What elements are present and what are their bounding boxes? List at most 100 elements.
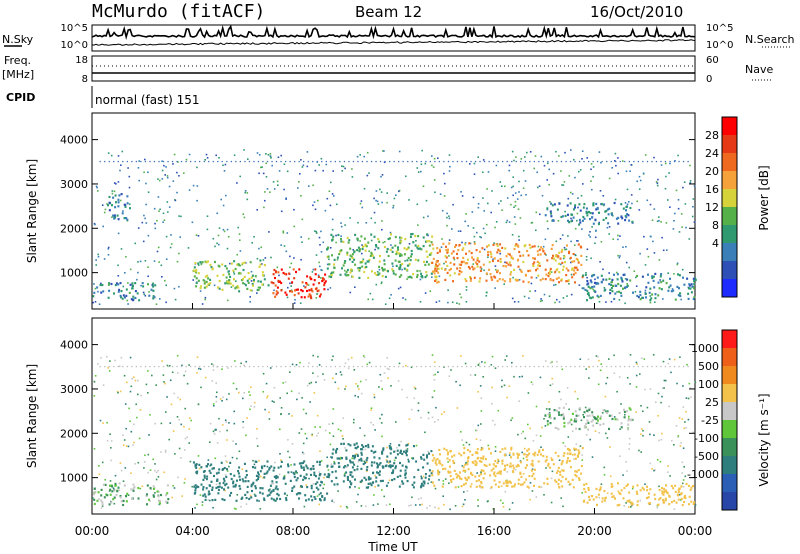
data-cell xyxy=(272,488,275,492)
data-cell xyxy=(435,263,437,266)
data-cell xyxy=(498,470,501,473)
speckle-cell xyxy=(426,507,428,509)
dot-cell xyxy=(533,365,535,368)
data-cell xyxy=(263,498,266,502)
speckle-cell xyxy=(508,221,511,223)
data-cell xyxy=(645,296,647,299)
data-cell xyxy=(589,287,592,290)
noise-left-label: N.Sky xyxy=(2,33,34,46)
speckle-cell xyxy=(329,204,332,207)
dot-cell xyxy=(194,365,196,368)
speckle-cell xyxy=(556,360,558,363)
data-cell xyxy=(431,243,434,246)
data-cell xyxy=(113,214,116,217)
data-cell xyxy=(295,479,298,482)
data-cell xyxy=(310,468,313,471)
data-cell xyxy=(270,465,273,468)
speckle-cell xyxy=(434,191,436,194)
dot-cell xyxy=(275,160,278,163)
speckle-cell xyxy=(363,187,366,190)
speckle-cell xyxy=(518,239,520,241)
speckle-cell xyxy=(318,471,321,473)
data-cell xyxy=(119,282,122,285)
speckle-cell xyxy=(537,245,540,248)
speckle-cell xyxy=(620,403,622,405)
speckle-cell xyxy=(571,430,574,432)
data-cell xyxy=(238,466,241,469)
dot-cell xyxy=(682,365,685,368)
dot-cell xyxy=(348,365,350,368)
data-cell xyxy=(520,270,523,273)
data-cell xyxy=(661,492,664,495)
data-cell xyxy=(417,259,420,262)
dot-cell xyxy=(144,160,147,163)
speckle-cell xyxy=(370,407,373,409)
data-cell xyxy=(463,451,466,455)
data-cell xyxy=(567,219,569,222)
data-cell xyxy=(642,488,645,491)
dot-cell xyxy=(642,160,644,163)
speckle-cell xyxy=(598,496,600,499)
data-cell xyxy=(587,428,590,431)
data-cell xyxy=(151,283,154,287)
speckle-cell xyxy=(448,255,450,257)
speckle-cell xyxy=(134,242,136,245)
data-cell xyxy=(356,445,359,448)
speckle-cell xyxy=(163,219,166,221)
data-cell xyxy=(323,473,326,476)
speckle-cell xyxy=(242,397,244,400)
data-cell xyxy=(370,251,373,254)
data-cell xyxy=(275,481,278,484)
speckle-cell xyxy=(126,381,128,384)
data-cell xyxy=(216,479,218,482)
speckle-cell xyxy=(653,434,655,436)
speckle-cell xyxy=(149,469,152,471)
data-cell xyxy=(605,217,608,220)
dot-cell xyxy=(515,160,517,163)
data-cell xyxy=(361,247,364,251)
data-cell xyxy=(394,467,397,470)
data-cell xyxy=(142,285,145,288)
speckle-cell xyxy=(646,248,649,250)
data-cell xyxy=(674,484,677,487)
ytick-label: 3000 xyxy=(60,383,88,396)
speckle-cell xyxy=(644,483,646,485)
data-cell xyxy=(588,414,591,417)
data-cell xyxy=(385,464,388,467)
data-cell xyxy=(134,290,137,293)
data-cell xyxy=(195,472,198,475)
data-cell xyxy=(517,478,520,481)
data-cell xyxy=(202,488,205,491)
data-cell xyxy=(378,240,381,243)
data-cell xyxy=(565,267,568,270)
data-cell xyxy=(365,468,368,471)
dot-cell xyxy=(456,365,459,368)
data-cell xyxy=(425,240,427,243)
speckle-cell xyxy=(552,172,555,175)
speckle-cell xyxy=(577,206,579,209)
speckle-cell xyxy=(293,225,295,228)
data-cell xyxy=(229,461,232,464)
data-cell xyxy=(482,263,485,266)
data-cell xyxy=(263,476,266,479)
speckle-cell xyxy=(299,361,301,364)
speckle-cell xyxy=(209,422,212,425)
data-cell xyxy=(358,276,361,279)
data-cell xyxy=(548,272,551,275)
data-cell xyxy=(131,287,134,290)
speckle-cell xyxy=(162,212,165,215)
speckle-cell xyxy=(431,416,434,419)
speckle-cell xyxy=(129,356,132,359)
speckle-cell xyxy=(639,499,641,502)
data-cell xyxy=(203,493,206,496)
noise-search-series xyxy=(91,39,696,46)
data-cell xyxy=(323,278,325,281)
speckle-cell xyxy=(279,397,281,399)
speckle-cell xyxy=(147,266,149,268)
speckle-cell xyxy=(499,181,502,183)
data-cell xyxy=(406,264,409,267)
dot-cell xyxy=(402,160,404,163)
data-cell xyxy=(148,498,151,501)
speckle-cell xyxy=(431,396,434,399)
data-cell xyxy=(490,469,493,472)
